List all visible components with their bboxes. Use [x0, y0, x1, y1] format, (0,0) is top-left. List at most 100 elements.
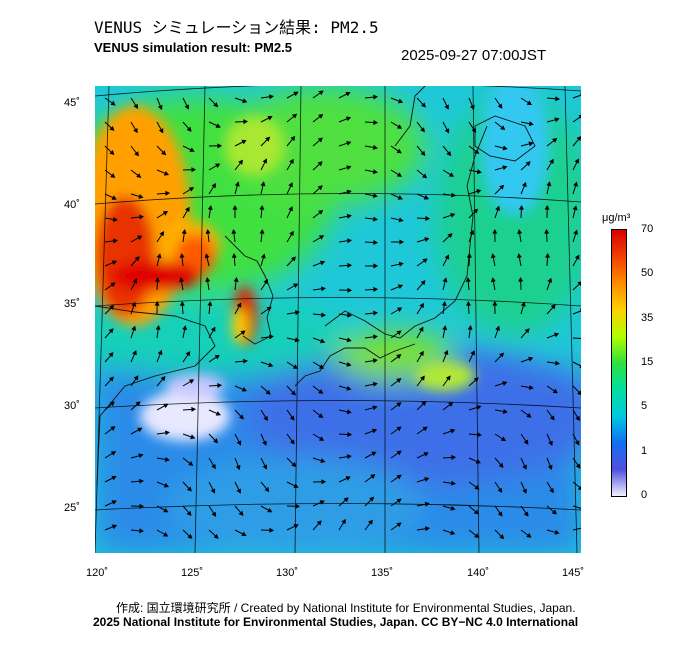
wind-vector: [572, 337, 581, 340]
wind-vector-head: [523, 439, 529, 445]
wind-vector-head: [110, 451, 117, 456]
wind-vector-head: [243, 119, 249, 125]
wind-vector-head: [318, 90, 324, 96]
wind-vector-head: [157, 349, 163, 356]
wind-vector-head: [579, 364, 581, 369]
colorbar-tick: 15: [641, 356, 654, 368]
lat-tick-25: 25˚: [64, 502, 80, 514]
wind-vector-head: [185, 206, 190, 212]
wind-vector-head: [181, 229, 187, 235]
wind-vector-head: [162, 211, 168, 216]
wind-vector-head: [442, 325, 448, 331]
wind-vector-head: [499, 352, 505, 358]
wind-vector-head: [396, 378, 402, 383]
wind-vector-head: [425, 215, 431, 222]
wind-vector-head: [497, 511, 503, 517]
wind-vector-head: [131, 325, 137, 331]
wind-vector-head: [265, 389, 271, 395]
wind-vector-head: [445, 375, 451, 381]
wind-vector-head: [552, 388, 558, 394]
wind-vector-head: [134, 151, 139, 157]
colorbar-tick: 0: [641, 489, 648, 501]
wind-vector-head: [113, 238, 118, 244]
wind-vector-head: [232, 204, 238, 210]
wind-vector-head: [424, 477, 430, 482]
wind-vector-head: [518, 204, 524, 210]
wind-vector-head: [163, 532, 169, 537]
wind-vector-head: [108, 352, 114, 358]
wind-vector-head: [164, 456, 170, 462]
wind-vector-head: [204, 253, 210, 259]
wind-vector-head: [110, 426, 116, 431]
wind-vector-head: [371, 428, 378, 434]
wind-vector-head: [347, 262, 353, 268]
wind-vector-head: [346, 213, 352, 219]
wind-vector-head: [243, 358, 248, 364]
wind-vector-head: [372, 144, 378, 150]
wind-vector-head: [373, 120, 379, 126]
wind-vector-head: [231, 229, 237, 235]
wind-vector-head: [573, 229, 578, 235]
wind-vector-head: [573, 181, 578, 187]
wind-vector-head: [420, 150, 426, 157]
wind-vector-head: [368, 519, 373, 525]
wind-vector-head: [109, 150, 115, 156]
wind-vector-head: [526, 100, 532, 106]
wind-vector-head: [522, 488, 527, 494]
wind-vector-head: [264, 486, 270, 493]
wind-vector-head: [397, 284, 404, 290]
wind-vector-head: [574, 440, 580, 446]
wind-vector-head: [214, 354, 220, 360]
wind-vector-head: [242, 98, 248, 104]
wind-vector-head: [371, 451, 377, 457]
wind-vector-head: [554, 529, 560, 535]
wind-vector-head: [418, 326, 424, 332]
wind-vector-head: [372, 405, 378, 411]
wind-vector-head: [293, 483, 299, 489]
wind-vector-head: [471, 127, 477, 133]
wind-vector-head: [526, 412, 532, 418]
wind-vector-head: [372, 381, 378, 387]
lat-tick-35: 35˚: [64, 298, 80, 310]
wind-vector-head: [346, 361, 352, 367]
wind-vector-head: [346, 385, 352, 391]
wind-vector-head: [576, 136, 581, 142]
wind-vector-head: [373, 310, 378, 316]
wind-vector-head: [240, 330, 246, 336]
wind-vector-head: [548, 440, 553, 446]
wind-vector-head: [132, 278, 138, 284]
wind-vector-head: [554, 117, 560, 123]
wind-vector-head: [443, 349, 449, 355]
wind-vector-head: [475, 459, 481, 464]
wind-vector-head: [546, 181, 552, 187]
wind-vector-head: [290, 390, 296, 396]
wind-vector-head: [578, 114, 581, 119]
wind-vector-head: [262, 158, 268, 164]
wind-vector-head: [346, 409, 352, 415]
wind-vector-head: [444, 254, 450, 260]
wind-vector-head: [215, 123, 221, 128]
wind-vector-head: [213, 438, 219, 444]
wind-vector-head: [108, 376, 114, 382]
wind-vector-head: [477, 432, 482, 438]
wind-vector-head: [549, 487, 554, 494]
wind-vector-head: [575, 463, 581, 469]
lon-tick-120: 120˚: [86, 567, 109, 579]
wind-vector-head: [155, 325, 161, 331]
wind-vector-head: [516, 253, 522, 259]
wind-vector-head: [467, 325, 473, 331]
wind-vector-head: [186, 486, 192, 492]
lon-tick-130: 130˚: [276, 567, 299, 579]
wind-vector-head: [158, 128, 164, 134]
wind-vector-head: [465, 277, 471, 282]
wind-vector-head: [217, 383, 223, 388]
wind-vector-head: [549, 158, 554, 165]
wind-vector-head: [419, 302, 424, 309]
wind-vector-head: [238, 159, 243, 165]
wind-vector-head: [465, 300, 471, 306]
wind-vector-head: [396, 522, 402, 528]
wind-vector-head: [524, 328, 530, 334]
wind-vector-head: [397, 98, 404, 104]
colorbar: [611, 229, 627, 497]
wind-vector-head: [135, 401, 141, 407]
